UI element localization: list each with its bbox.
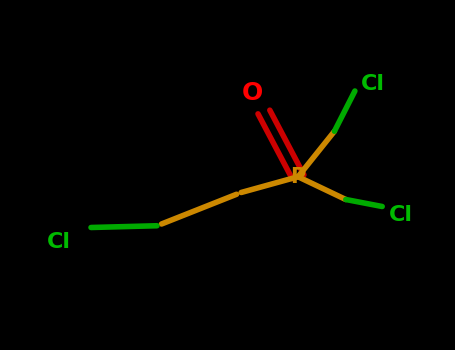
Text: Cl: Cl <box>361 74 385 94</box>
Text: P: P <box>290 167 306 187</box>
Text: O: O <box>242 81 263 105</box>
Text: Cl: Cl <box>389 205 412 225</box>
Text: Cl: Cl <box>47 231 71 252</box>
